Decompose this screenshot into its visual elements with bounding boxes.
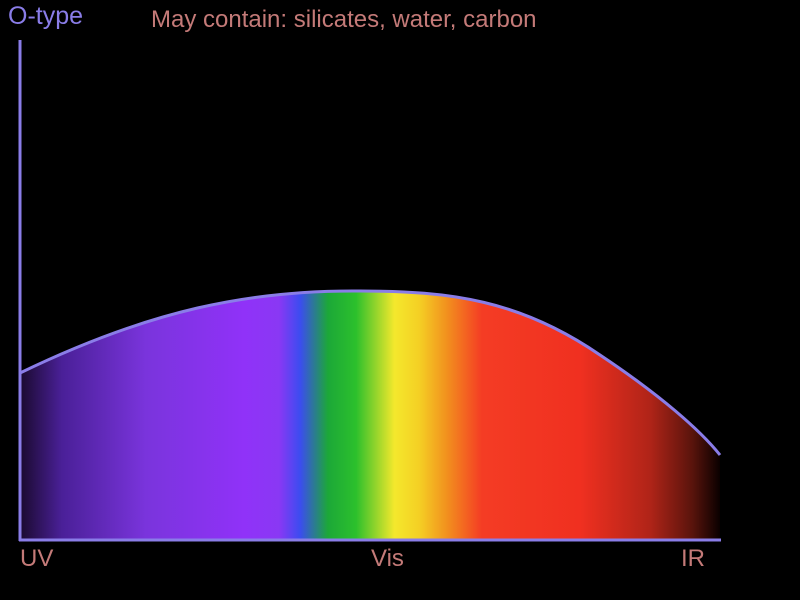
uv-label: UV	[20, 545, 54, 572]
spectrum-title: O-type	[8, 2, 84, 30]
vis-label: Vis	[371, 545, 404, 572]
spectrum-fill	[20, 290, 720, 540]
ir-label: IR	[681, 545, 705, 572]
spectrum-curve	[19, 289, 722, 456]
composition-note: May contain: silicates, water, carbon	[151, 6, 537, 33]
